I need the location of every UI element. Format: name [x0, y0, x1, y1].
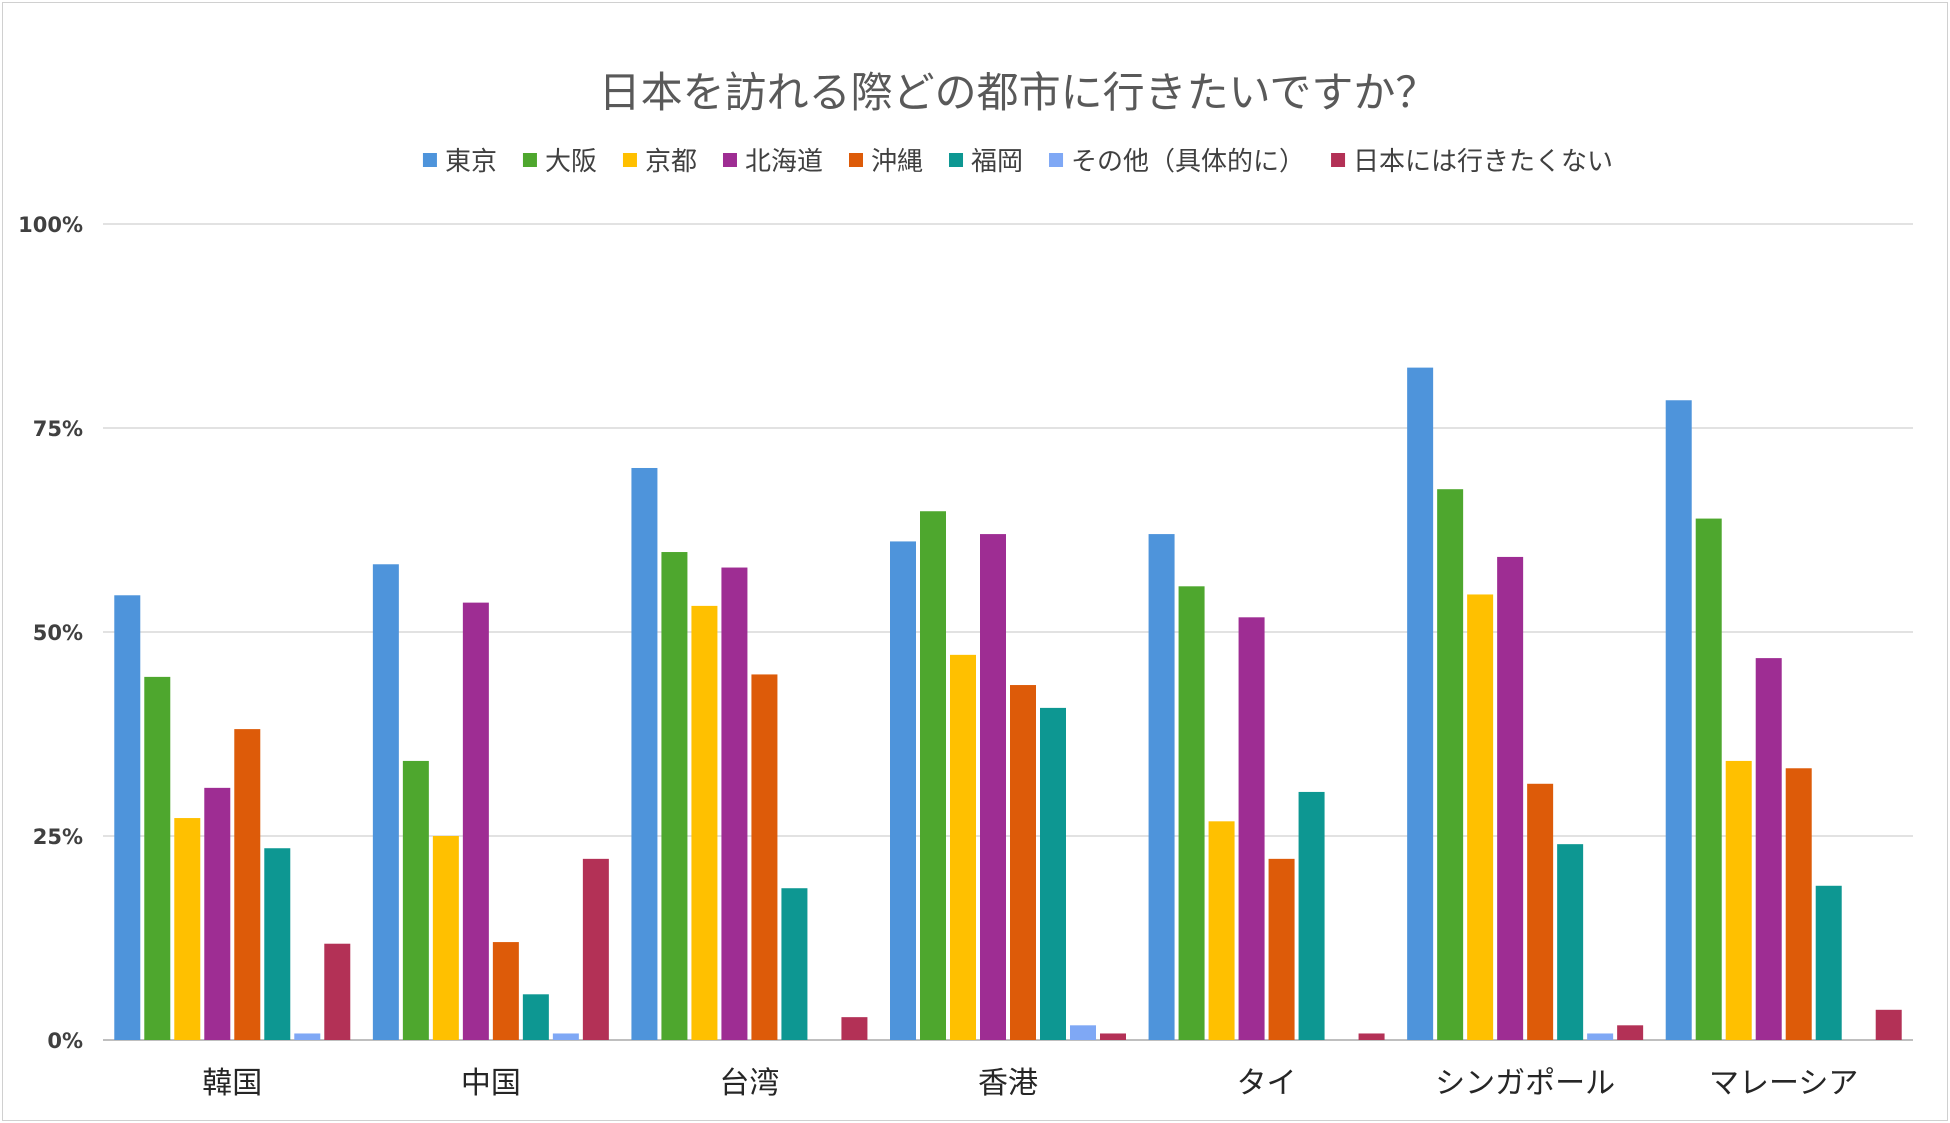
- x-tick-label: シンガポール: [1435, 1066, 1615, 1101]
- bar: [1557, 844, 1584, 1040]
- legend-label: 北海道: [745, 147, 823, 177]
- bar: [721, 567, 748, 1040]
- y-axis-ticks: 0% 25% 50% 75% 100%: [18, 213, 83, 1053]
- legend-swatch: [622, 153, 637, 167]
- bar: [492, 942, 519, 1040]
- bar: [324, 943, 351, 1040]
- bar: [234, 729, 261, 1040]
- bar: [1100, 1033, 1126, 1040]
- y-tick-label: 0%: [47, 1029, 83, 1053]
- bar: [1070, 1025, 1096, 1040]
- bar: [1010, 685, 1036, 1040]
- bar: [631, 467, 658, 1040]
- legend-swatch: [1331, 153, 1346, 167]
- legend-item: 大阪: [522, 147, 597, 177]
- x-tick-label: 中国: [461, 1066, 521, 1101]
- bar: [950, 654, 976, 1040]
- bar: [264, 848, 291, 1040]
- legend-swatch: [722, 153, 737, 167]
- bar: [1238, 617, 1265, 1040]
- bar: [1268, 858, 1295, 1040]
- y-tick-label: 50%: [33, 621, 83, 645]
- legend-label: 京都: [645, 147, 697, 177]
- bars: [114, 367, 1902, 1041]
- bar: [1755, 658, 1782, 1040]
- bar: [432, 836, 459, 1040]
- bar: [144, 676, 171, 1040]
- bar: [920, 511, 946, 1040]
- bar: [552, 1033, 579, 1040]
- bar: [1148, 534, 1175, 1040]
- bar: [522, 994, 549, 1040]
- x-tick-label: 台湾: [719, 1066, 779, 1101]
- legend-item: 北海道: [722, 147, 823, 177]
- y-tick-label: 100%: [18, 213, 83, 237]
- bar: [1695, 518, 1722, 1040]
- bar: [204, 787, 231, 1040]
- x-tick-label: タイ: [1237, 1066, 1297, 1101]
- bar: [980, 534, 1006, 1040]
- legend-item: 沖縄: [849, 147, 923, 177]
- legend-label: 日本には行きたくない: [1353, 147, 1613, 177]
- chart-title: 日本を訪れる際どの都市に行きたいですか？: [599, 68, 1438, 117]
- legend-label: 福岡: [971, 147, 1023, 177]
- bar: [1815, 885, 1842, 1040]
- legend-swatch: [1049, 153, 1064, 167]
- bar: [1665, 400, 1692, 1041]
- bar: [1437, 489, 1464, 1040]
- legend-label: その他（具体的に）: [1071, 147, 1305, 177]
- bar: [841, 1017, 868, 1040]
- legend-label: 大阪: [545, 147, 597, 177]
- bar: [402, 760, 429, 1040]
- x-tick-label: 韓国: [202, 1066, 262, 1101]
- bar: [174, 818, 201, 1040]
- bar: [1467, 594, 1494, 1040]
- bar: [751, 674, 778, 1040]
- y-tick-label: 25%: [33, 825, 83, 849]
- legend-item: 東京: [422, 147, 497, 177]
- bar: [661, 552, 688, 1040]
- bar: [1497, 556, 1524, 1040]
- legend-swatch: [422, 153, 437, 167]
- legend-label: 東京: [445, 147, 497, 177]
- bar: [1587, 1033, 1614, 1040]
- legend-item: 日本には行きたくない: [1331, 147, 1613, 177]
- bar: [890, 541, 916, 1040]
- bar: [1407, 367, 1434, 1041]
- bar: [1358, 1033, 1385, 1040]
- bar: [114, 595, 141, 1040]
- legend-swatch: [849, 153, 863, 167]
- legend-item: その他（具体的に）: [1049, 147, 1305, 177]
- legend-label: 沖縄: [871, 147, 923, 177]
- bar: [294, 1033, 321, 1040]
- bar-chart: 日本を訪れる際どの都市に行きたいですか？ 東京 大阪 京都 北海道 沖縄 福岡 その他（具体…: [18, 68, 1913, 1101]
- legend-item: 福岡: [949, 147, 1023, 177]
- bar: [781, 888, 808, 1040]
- bar: [1617, 1025, 1644, 1040]
- bar: [582, 858, 609, 1040]
- legend-item: 京都: [622, 147, 697, 177]
- chart-legend: 東京 大阪 京都 北海道 沖縄 福岡 その他（具体的に） 日本には行きたくない: [422, 147, 1613, 177]
- bar: [1875, 1009, 1902, 1040]
- bar: [1040, 707, 1066, 1040]
- bar: [1527, 783, 1554, 1040]
- x-tick-label: マレーシア: [1709, 1066, 1858, 1101]
- legend-swatch: [522, 153, 537, 167]
- bar: [462, 602, 489, 1040]
- legend-swatch: [949, 153, 964, 167]
- bar: [1178, 586, 1205, 1040]
- bar: [691, 605, 718, 1040]
- bar: [372, 564, 399, 1040]
- bar: [1208, 821, 1235, 1040]
- y-tick-label: 75%: [33, 417, 83, 441]
- bar: [1298, 791, 1325, 1040]
- x-tick-label: 香港: [978, 1066, 1038, 1101]
- x-axis-ticks: 韓国 中国 台湾 香港 タイ シンガポール マレーシア: [202, 1066, 1858, 1101]
- bar: [1725, 760, 1752, 1040]
- bar: [1785, 768, 1812, 1040]
